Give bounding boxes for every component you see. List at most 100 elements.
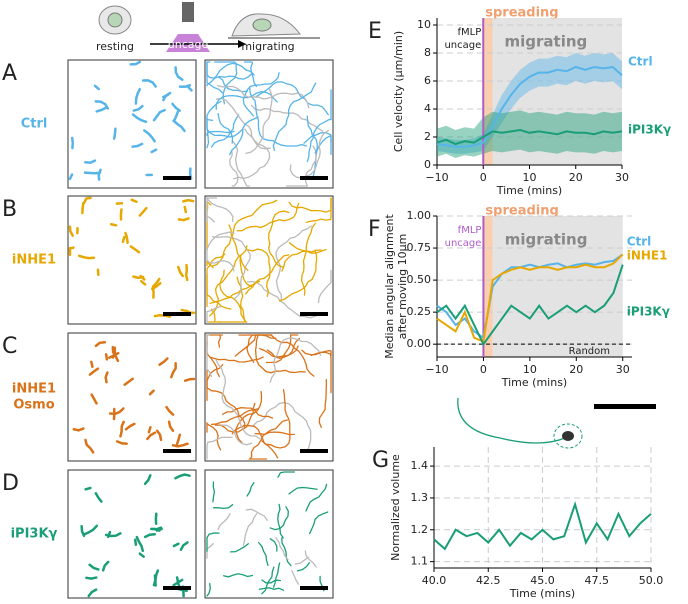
cell-track — [86, 578, 96, 579]
label: uncage — [168, 38, 209, 51]
y-axis-label: Normalized volume — [389, 454, 402, 561]
x-tick-label: 0 — [480, 363, 487, 376]
y-tick-label: 8 — [424, 46, 431, 59]
cell-track — [82, 203, 83, 213]
x-tick-label: 47.5 — [585, 574, 610, 587]
x-tick-label: 10 — [523, 363, 537, 376]
x-tick-label: 30 — [616, 363, 630, 376]
scale-bar — [163, 586, 191, 590]
y-tick-label: 1.00 — [407, 209, 432, 222]
label: resting — [96, 40, 134, 53]
scale-bar — [300, 176, 328, 180]
y-tick-label: 4 — [424, 102, 431, 115]
x-tick-label: 42.5 — [476, 574, 501, 587]
series-label: Ctrl — [628, 55, 653, 69]
panel-letter: E — [368, 19, 382, 44]
x-tick-label: 40.0 — [422, 574, 447, 587]
x-tick-label: 20 — [569, 171, 583, 184]
lamp — [182, 2, 194, 22]
panel-letter: A — [2, 61, 17, 86]
scale-bar — [300, 449, 328, 453]
cell-track — [111, 224, 116, 225]
series-label: iPI3Kγ — [627, 305, 670, 319]
schematic: resting uncage migrating — [96, 2, 320, 53]
cell-track — [106, 354, 107, 359]
x-axis-label: Time (mins) — [509, 587, 575, 600]
panel-letter: C — [2, 334, 17, 359]
x-tick-label: 50.0 — [639, 574, 664, 587]
y-tick-label: 0.00 — [407, 337, 432, 350]
scale-bar — [300, 312, 328, 316]
x-tick-label: 10 — [523, 171, 537, 184]
nucleus — [108, 13, 122, 27]
nucleus — [253, 19, 271, 31]
region-label: migrating — [505, 33, 588, 51]
y-axis-label: after moving 10μm — [396, 234, 409, 340]
y-axis-label: Cell velocity (μm/min) — [392, 31, 405, 152]
panel-letter: G — [372, 448, 389, 473]
condition-label: Ctrl — [21, 117, 48, 132]
event-label: uncage — [444, 40, 481, 51]
image-frame — [205, 60, 333, 188]
y-tick-label: 2 — [424, 130, 431, 143]
y-tick-label: 10 — [417, 18, 431, 31]
series-label: Ctrl — [627, 235, 652, 249]
cell-track — [180, 85, 190, 86]
cell-track — [458, 398, 565, 443]
x-tick-label: 20 — [569, 363, 583, 376]
cell-track — [86, 488, 91, 489]
cell-track — [121, 210, 122, 220]
y-tick-label: 1.2 — [411, 523, 429, 536]
x-axis-label: Time (mins) — [496, 184, 562, 197]
x-tick-label: 45.0 — [530, 574, 555, 587]
y-tick-label: 1.1 — [411, 555, 429, 568]
y-tick-label: 0.75 — [407, 241, 432, 254]
x-tick-label: −10 — [425, 171, 448, 184]
cell-track — [133, 277, 143, 278]
region-label: migrating — [505, 231, 588, 249]
x-tick-label: −10 — [425, 363, 448, 376]
condition-label: Osmo — [13, 398, 54, 413]
panel-letter: D — [2, 471, 19, 496]
x-tick-label: 30 — [615, 171, 629, 184]
label: migrating — [241, 40, 294, 53]
cell-track — [72, 138, 73, 148]
y-tick-label: 0.25 — [407, 305, 432, 318]
y-tick-label: 6 — [424, 74, 431, 87]
cell-track — [185, 207, 186, 212]
x-axis-label: Time (mins) — [501, 376, 567, 389]
event-label: fMLP — [458, 225, 482, 236]
event-label: fMLP — [458, 27, 482, 38]
event-label: uncage — [445, 238, 482, 249]
series-label: iNHE1 — [627, 249, 668, 263]
y-axis-label: Median angular alignment — [383, 214, 396, 359]
cell-track — [91, 362, 92, 367]
y-tick-label: 0 — [424, 158, 431, 171]
image-frame — [68, 196, 196, 324]
condition-label: iNHE1 — [12, 253, 56, 268]
condition-label: iNHE1 — [12, 382, 56, 397]
cell-track — [114, 129, 115, 139]
cell-track — [186, 265, 187, 280]
cell-track — [157, 529, 162, 531]
condition-label: iPI3Kγ — [11, 527, 58, 542]
cell-track — [183, 200, 193, 201]
y-tick-label: 1.4 — [411, 459, 429, 472]
series-label: iPI3Kγ — [628, 123, 671, 137]
scale-bar — [163, 312, 191, 316]
panel-letter: F — [368, 217, 381, 242]
scale-bar — [300, 586, 328, 590]
cell-track — [123, 237, 124, 242]
scale-bar — [163, 449, 191, 453]
panel-letter: B — [2, 197, 17, 222]
cell-track — [149, 427, 150, 432]
y-tick-label: 0.50 — [407, 273, 432, 286]
y-tick-label: 1.3 — [411, 491, 429, 504]
x-tick-label: 0 — [480, 171, 487, 184]
cell — [562, 431, 574, 441]
scale-bar — [594, 404, 656, 409]
cell-track — [135, 540, 136, 545]
